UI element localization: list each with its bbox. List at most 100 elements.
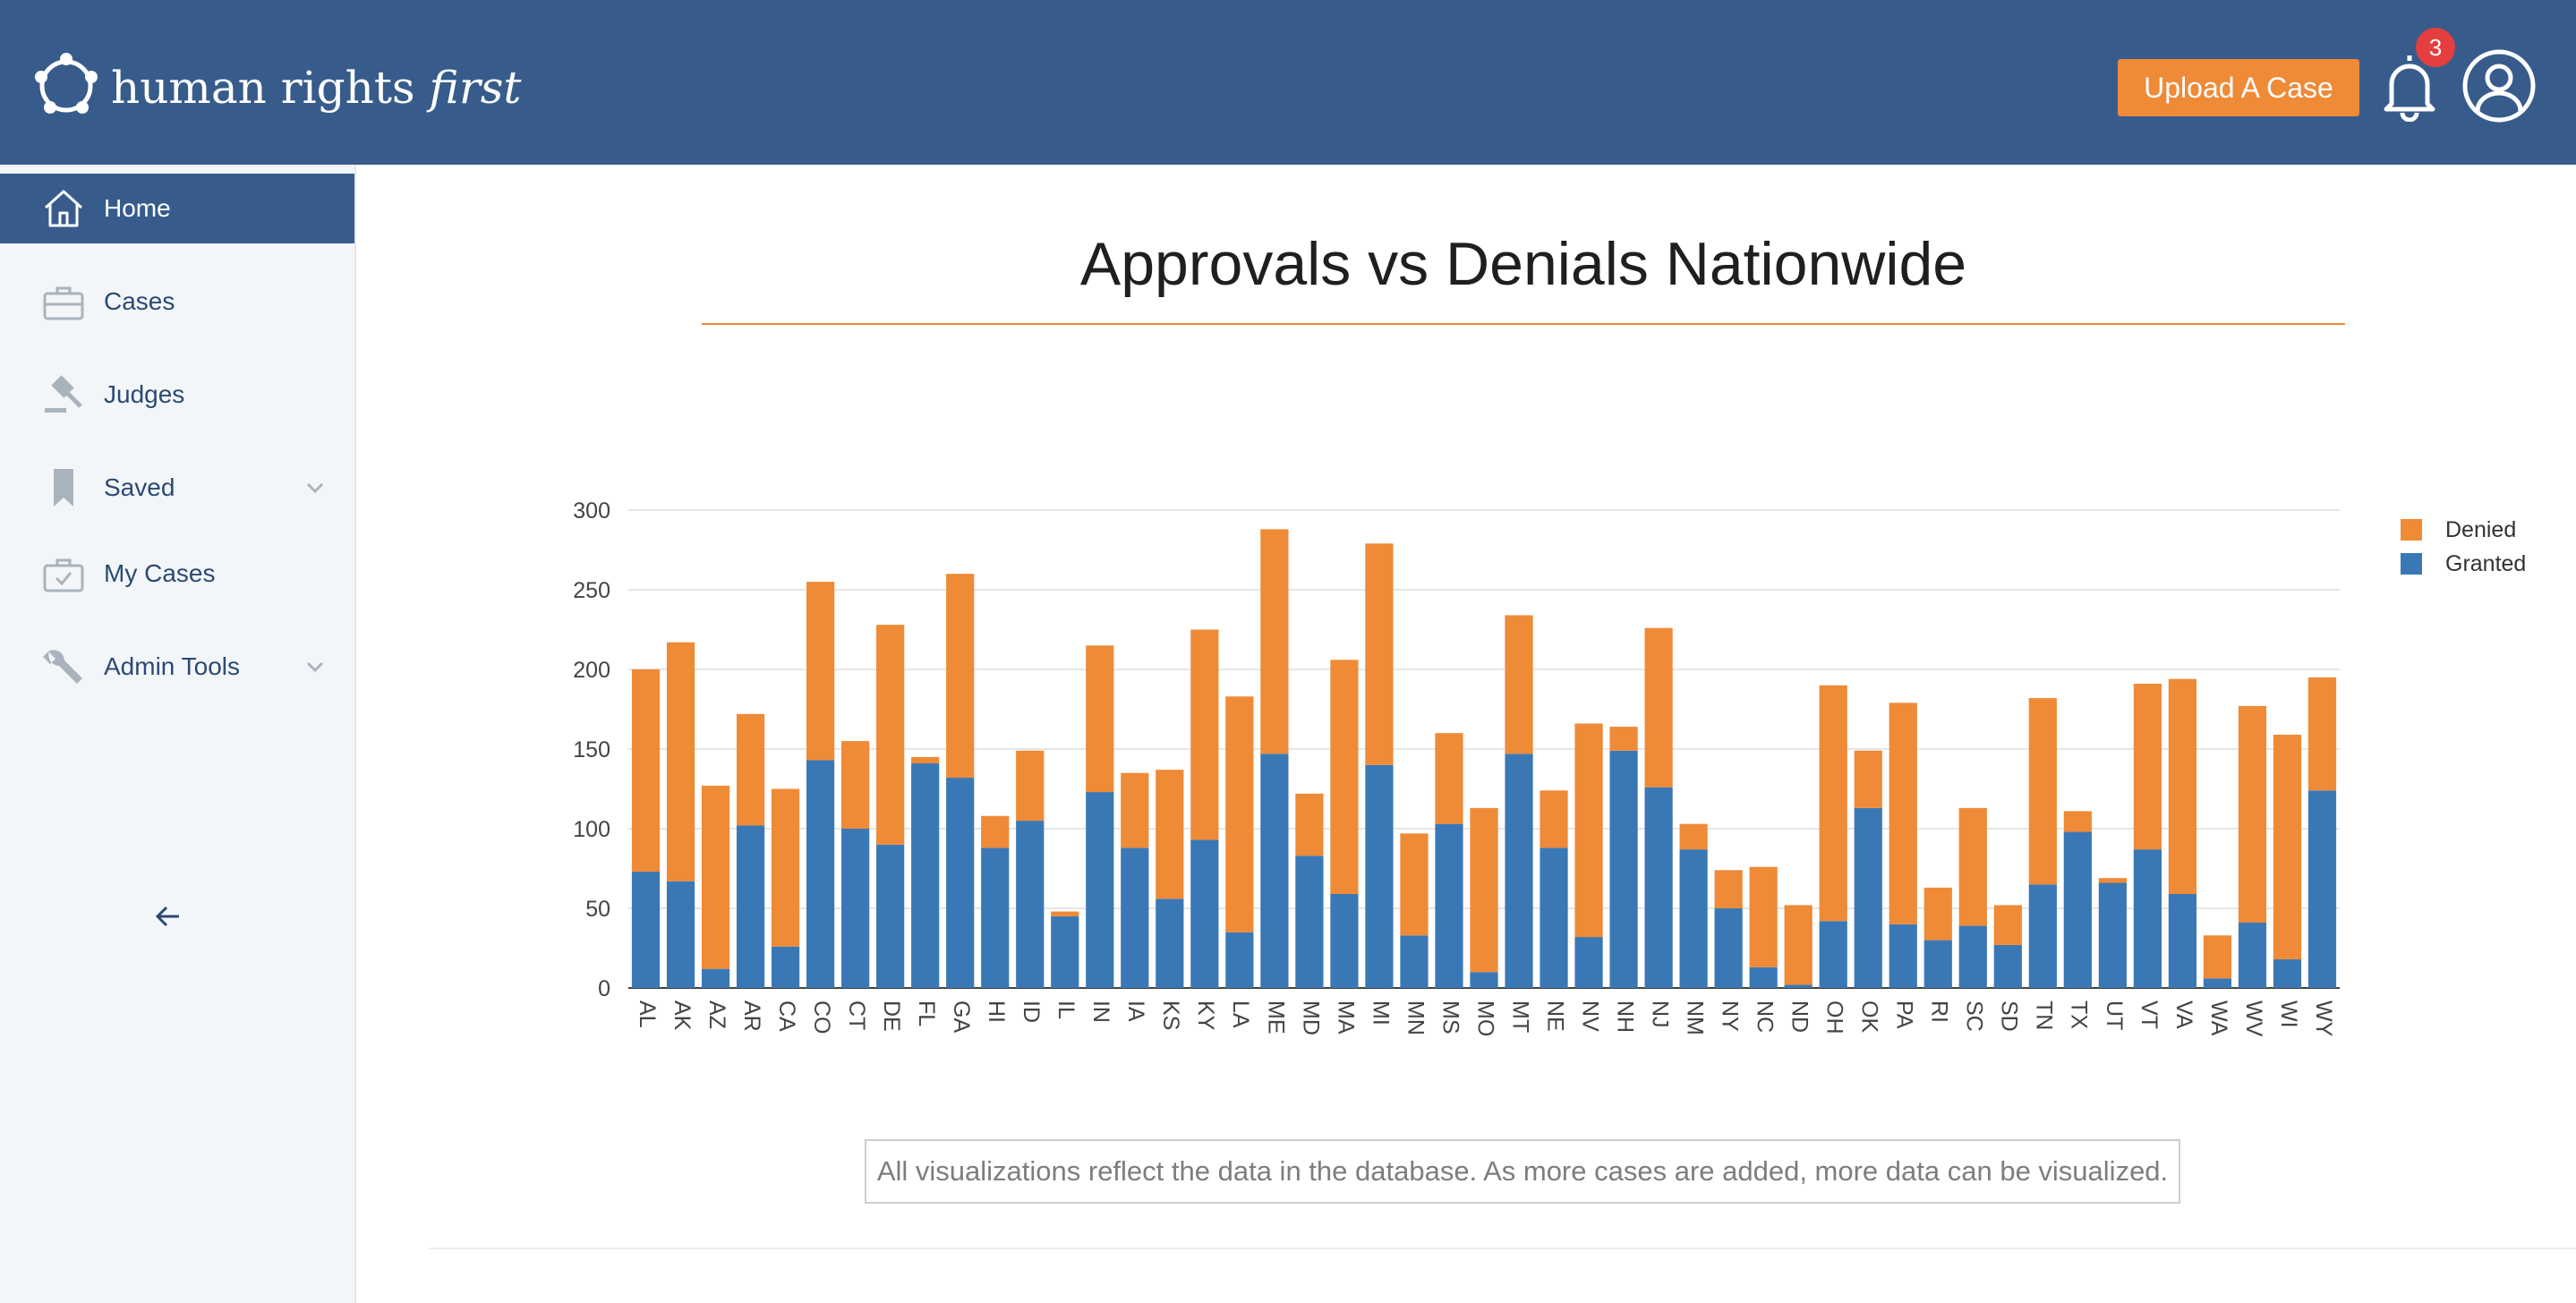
bar-denied <box>1156 770 1184 899</box>
sidebar-item-label: Saved <box>104 473 175 501</box>
x-tick-label: PA <box>1892 1001 1917 1029</box>
bar-denied <box>1365 543 1394 765</box>
x-tick-label: AK <box>670 1001 695 1031</box>
bar-denied <box>2028 698 2057 885</box>
bar-denied <box>1470 807 1498 973</box>
sidebar-item-saved[interactable]: Saved <box>0 453 354 523</box>
bar-denied <box>911 756 940 764</box>
bar-denied <box>1609 727 1638 751</box>
sidebar-item-judges[interactable]: Judges <box>0 360 354 430</box>
x-tick-label: OH <box>1822 1001 1847 1035</box>
upload-case-button[interactable]: Upload A Case <box>2118 59 2359 116</box>
x-tick-label: RI <box>1927 1001 1952 1023</box>
bar-denied <box>1225 696 1254 933</box>
x-tick-label: KY <box>1193 1001 1218 1031</box>
brand-name[interactable]: human rights first <box>111 52 521 123</box>
x-tick-label: AZ <box>704 1001 729 1029</box>
bar-granted <box>841 829 870 988</box>
x-tick-label: IN <box>1088 1001 1113 1023</box>
x-tick-label: NC <box>1753 1001 1778 1033</box>
x-tick-label: MI <box>1368 1001 1393 1026</box>
bar-granted <box>1958 925 1987 988</box>
bar-denied <box>1505 615 1533 754</box>
notification-bell-icon[interactable] <box>2381 50 2438 122</box>
wrench-icon <box>43 650 82 684</box>
x-tick-label: NJ <box>1647 1001 1672 1028</box>
bar-granted <box>2273 958 2302 988</box>
brand-prefix: human rights <box>111 62 430 114</box>
bar-denied <box>1435 733 1463 824</box>
legend-swatch <box>2401 553 2422 575</box>
page-title: Approvals vs Denials Nationwide <box>1079 230 1967 298</box>
user-avatar-icon[interactable] <box>2461 48 2537 123</box>
bar-denied <box>1400 833 1429 936</box>
x-tick-label: GA <box>949 1001 974 1033</box>
bar-granted <box>666 881 695 988</box>
bar-granted <box>2168 893 2197 988</box>
sidebar-item-label: Home <box>104 194 171 222</box>
bar-denied <box>771 788 800 947</box>
bar-denied <box>1784 905 1813 985</box>
bar-denied <box>2273 734 2302 959</box>
bar-granted <box>946 778 975 988</box>
y-tick-label: 100 <box>573 817 610 842</box>
sidebar-item-my-cases[interactable]: My Cases <box>0 539 354 609</box>
bar-granted <box>1400 935 1429 988</box>
x-tick-label: MA <box>1333 1001 1358 1035</box>
bookmark-icon <box>54 469 73 507</box>
sidebar-item-label: Cases <box>104 287 175 315</box>
x-tick-label: MT <box>1507 1001 1532 1033</box>
bar-granted <box>1819 921 1847 988</box>
bar-granted <box>1225 932 1254 988</box>
y-tick-label: 200 <box>573 658 610 683</box>
bar-denied <box>666 642 695 881</box>
home-icon <box>44 190 83 227</box>
legend-label: Denied <box>2445 517 2516 542</box>
bar-granted <box>771 946 800 988</box>
stacked-bar-chart: 0 50 100 150 200 250 300 AL AK AZ AR CA CO CT DE FL GA HI… <box>573 498 2526 1037</box>
bar-granted <box>1051 916 1079 988</box>
bar-granted <box>2203 978 2232 988</box>
bar-denied <box>1086 645 1114 793</box>
chevron-down-icon[interactable] <box>304 480 326 496</box>
x-tick-label: MO <box>1472 1001 1497 1036</box>
bar-denied <box>1574 723 1603 938</box>
x-tick-label: NH <box>1612 1001 1637 1033</box>
bar-denied <box>2238 705 2267 924</box>
bar-denied <box>1714 870 1743 908</box>
bar-granted <box>1784 984 1813 988</box>
bar-granted <box>701 968 730 988</box>
bar-granted <box>1679 849 1708 988</box>
sidebar-item-cases[interactable]: Cases <box>0 267 354 336</box>
bar-denied <box>946 574 975 779</box>
y-tick-label: 300 <box>573 498 610 524</box>
bar-denied <box>1190 629 1219 840</box>
x-tick-label: TN <box>2032 1001 2057 1030</box>
bar-denied <box>1016 750 1045 822</box>
chevron-down-icon[interactable] <box>304 659 326 675</box>
x-tick-label: NY <box>1718 1001 1743 1032</box>
title-divider <box>702 323 2345 325</box>
y-tick-label: 150 <box>573 737 610 762</box>
bar-granted <box>2028 884 2057 988</box>
x-tick-label: IA <box>1123 1001 1148 1022</box>
sidebar-item-home[interactable]: Home <box>0 174 354 243</box>
bar-granted <box>911 763 940 988</box>
logo-icon <box>35 53 98 114</box>
bar-denied <box>981 815 1010 848</box>
x-tick-label: WA <box>2206 1001 2231 1036</box>
bar-granted <box>1749 967 1778 988</box>
bar-granted <box>1540 847 1568 988</box>
x-tick-label: IL <box>1053 1001 1079 1019</box>
sidebar-item-label: Admin Tools <box>104 652 241 680</box>
x-tick-label: NM <box>1683 1001 1708 1035</box>
y-tick-label: 0 <box>598 976 610 1001</box>
briefcase-icon <box>43 286 84 320</box>
x-tick-label: ID <box>1019 1001 1044 1023</box>
bar-granted <box>631 872 661 988</box>
x-tick-label: LA <box>1228 1001 1253 1028</box>
sidebar-item-admin-tools[interactable]: Admin Tools <box>0 632 354 702</box>
x-tick-label: VT <box>2137 1001 2162 1029</box>
arrow-left-icon[interactable] <box>152 900 184 933</box>
bar-denied <box>806 582 835 761</box>
